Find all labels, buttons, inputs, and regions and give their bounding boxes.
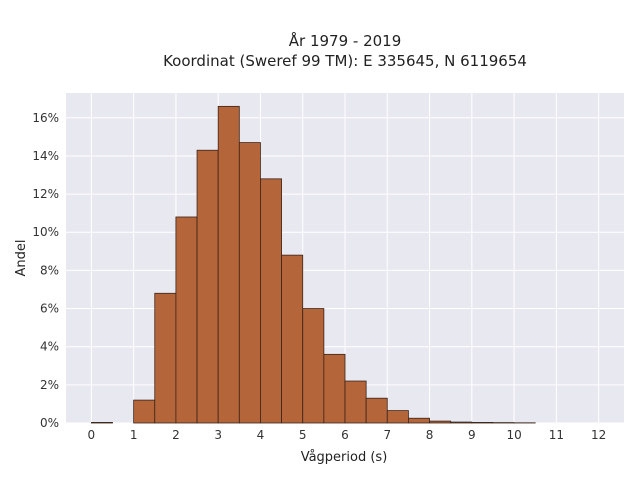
histogram-bar bbox=[386, 410, 409, 424]
histogram-bar bbox=[260, 178, 282, 424]
y-tick-label: 16% bbox=[32, 111, 59, 125]
y-tick-label: 2% bbox=[40, 378, 59, 392]
histogram-bar bbox=[471, 422, 494, 424]
histogram-bar bbox=[344, 380, 367, 424]
y-tick-label: 0% bbox=[40, 416, 59, 430]
x-tick-label: 5 bbox=[299, 428, 307, 442]
histogram-bar bbox=[217, 105, 240, 424]
y-axis-ticks: 0% 2% 4% 6% 8% 10% 12% 14% 16% bbox=[32, 111, 59, 430]
y-tick-label: 4% bbox=[40, 340, 59, 354]
y-tick-label: 8% bbox=[40, 263, 59, 277]
histogram-bar bbox=[302, 308, 325, 424]
x-tick-label: 0 bbox=[88, 428, 96, 442]
histogram-bar bbox=[175, 216, 198, 424]
x-tick-label: 7 bbox=[383, 428, 391, 442]
x-axis-ticks: 0 1 2 3 4 5 6 7 8 9 10 11 12 bbox=[88, 428, 607, 442]
histogram-bar bbox=[281, 254, 304, 424]
histogram-bar bbox=[408, 417, 430, 424]
histogram-bar bbox=[133, 399, 156, 424]
y-tick-label: 10% bbox=[32, 225, 59, 239]
x-axis-label: Vågperiod (s) bbox=[301, 450, 388, 465]
chart-title: År 1979 - 2019 bbox=[289, 31, 402, 50]
histogram-bar bbox=[365, 397, 388, 424]
x-tick-label: 10 bbox=[506, 428, 521, 442]
y-tick-label: 12% bbox=[32, 187, 59, 201]
y-tick-label: 14% bbox=[32, 149, 59, 163]
x-tick-label: 6 bbox=[341, 428, 349, 442]
x-tick-label: 4 bbox=[257, 428, 265, 442]
x-tick-label: 2 bbox=[172, 428, 180, 442]
histogram-bar bbox=[323, 353, 346, 424]
histogram-bar bbox=[154, 292, 177, 424]
y-tick-label: 6% bbox=[40, 302, 59, 316]
x-tick-label: 1 bbox=[130, 428, 138, 442]
x-tick-label: 3 bbox=[214, 428, 222, 442]
x-tick-label: 8 bbox=[426, 428, 434, 442]
x-tick-label: 11 bbox=[549, 428, 564, 442]
bars bbox=[90, 105, 536, 424]
x-tick-label: 12 bbox=[591, 428, 606, 442]
y-axis-label: Andel bbox=[14, 240, 29, 277]
chart-subtitle: Koordinat (Sweref 99 TM): E 335645, N 61… bbox=[163, 52, 527, 70]
histogram-bar bbox=[90, 422, 113, 424]
histogram-bar bbox=[238, 142, 261, 424]
histogram-bar bbox=[450, 421, 473, 424]
x-tick-label: 9 bbox=[468, 428, 476, 442]
histogram-bar bbox=[196, 149, 219, 424]
histogram-bar bbox=[429, 420, 452, 424]
